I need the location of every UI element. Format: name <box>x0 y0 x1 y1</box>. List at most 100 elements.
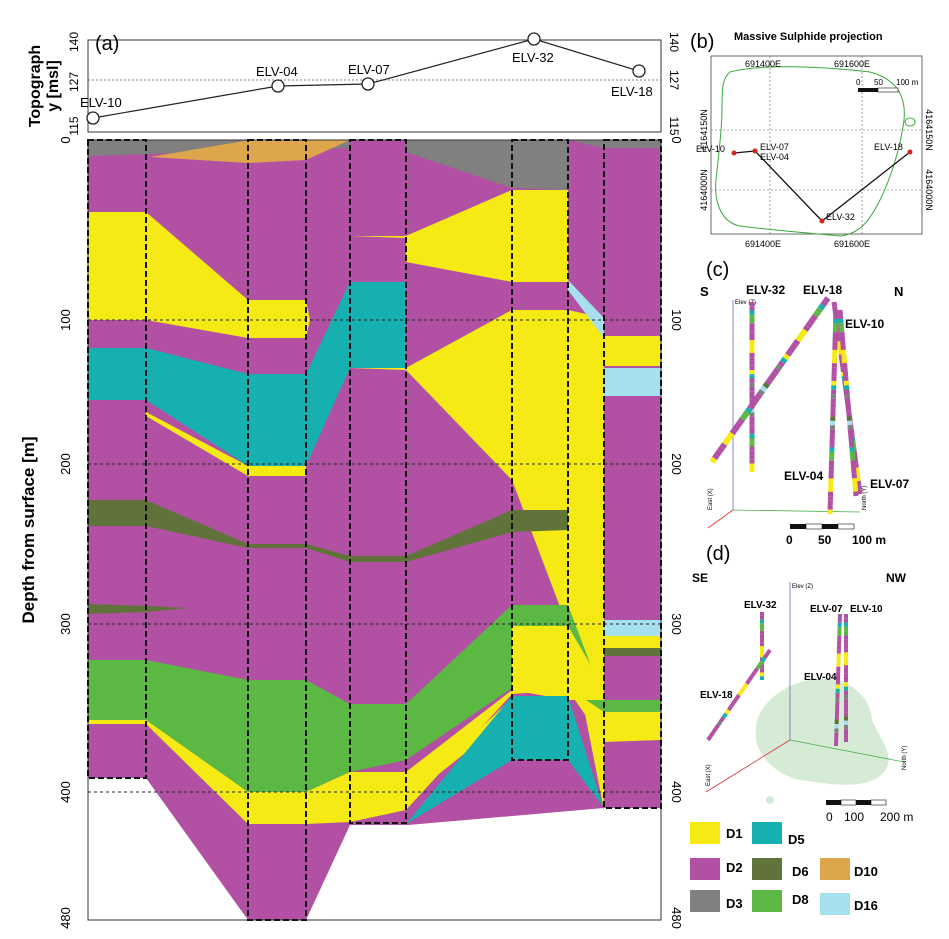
legend-swatch-d10 <box>820 858 850 880</box>
panel-c-scale-seg2 <box>805 523 823 530</box>
panel-c-well-elv-18-segment <box>810 314 818 322</box>
panel-c-3d-view: (c) S N Elev (Z) East (X) North (Y) ELV-… <box>700 259 909 547</box>
panel-c-well-elv-18-segment <box>790 342 798 350</box>
well-box-elv-32 <box>511 139 569 761</box>
panel-d-dir-nw: NW <box>886 571 907 585</box>
panel-d-x-axis <box>705 739 791 793</box>
panel-c-well-elv-18-segment <box>762 381 770 389</box>
legend-swatch-d16 <box>820 893 850 915</box>
unit-d1-upper-west <box>88 212 310 338</box>
panel-d-well-elv-18-segment <box>752 667 759 674</box>
panel-d-label-elv-04: ELV-04 <box>804 672 837 683</box>
panel-c-well-elv-18-segment <box>729 428 738 436</box>
panel-c-well-elv-10-segment <box>853 463 859 469</box>
panel-c-well-elv-18-segment <box>752 396 760 404</box>
panel-c-scale-0: 0 <box>786 533 793 547</box>
depth-tick-right-200: 200 <box>669 453 684 475</box>
orebody-outline <box>715 66 905 237</box>
topo-label-elv-07: ELV-07 <box>348 62 390 77</box>
unit-d3-east <box>406 140 661 190</box>
panel-c-well-elv-10-segment <box>836 336 842 342</box>
panel-d-label-east: East (X) <box>706 764 712 786</box>
panel-c-well-elv-18-segment <box>749 399 758 407</box>
map-scale-bar-light <box>877 87 899 93</box>
panel-d-well-elv-18-segment <box>755 663 762 670</box>
panel-c-dir-n: N <box>894 284 903 299</box>
depth-tick-left-100: 100 <box>58 309 73 331</box>
topo-label-elv-04: ELV-04 <box>256 64 298 79</box>
panel-d-well-elv-18-segment <box>742 682 749 689</box>
legend-swatch-d3 <box>690 890 720 912</box>
panel-d-label-elv-10: ELV-10 <box>850 604 883 615</box>
legend-label-d8: D8 <box>792 892 809 907</box>
unit-d6-main <box>88 500 568 562</box>
panel-c-well-elv-18-segment <box>775 364 783 372</box>
panel-c-well-elv-18-segment <box>800 328 808 336</box>
panel-c-well-elv-18-segment <box>815 306 823 314</box>
panel-d-well-elv-18-segment <box>760 656 767 663</box>
topo-tick-left-115: 115 <box>67 116 81 135</box>
panel-d-letter: (d) <box>706 543 730 565</box>
panel-d-label-elv-32: ELV-32 <box>744 600 777 611</box>
panel-d-well-elv-18-segment <box>727 705 733 712</box>
panel-c-label-east: East (X) <box>708 488 714 510</box>
panel-d-well-elv-18-segment <box>750 671 757 678</box>
topography-frame <box>87 39 662 133</box>
topo-point-elv-04 <box>271 79 285 93</box>
panel-d-well-elv-18-segment <box>708 731 715 738</box>
map-tick-691400e-top: 691400E <box>745 59 781 69</box>
map-tick-691600e-top: 691600E <box>834 59 870 69</box>
map-label-elv-07: ELV-07 <box>760 142 789 152</box>
panel-d-label-elv-07: ELV-07 <box>810 604 843 615</box>
legend: D1 D5 D2 D6 D10 D3 D8 D16 <box>690 822 878 915</box>
well-box-elv-04 <box>247 139 307 921</box>
panel-c-well-elv-18-segment <box>717 446 725 454</box>
legend-label-d3: D3 <box>726 896 743 911</box>
map-well-elv-32 <box>819 218 825 224</box>
topo-tick-left-140: 140 <box>67 32 81 52</box>
panel-c-label-north: North (Y) <box>862 486 868 510</box>
panel-d-well-elv-18-segment <box>719 716 726 723</box>
cross-section: 0 100 200 300 400 480 0 100 200 300 400 … <box>19 136 684 928</box>
map-label-elv-32: ELV-32 <box>826 212 855 222</box>
legend-label-d1: D1 <box>726 826 743 841</box>
depth-tick-left-0: 0 <box>58 136 73 143</box>
panel-c-well-elv-18-segment <box>709 456 717 464</box>
topo-point-elv-10 <box>86 111 100 125</box>
map-well-elv-10 <box>731 150 737 156</box>
panel-c-well-elv-10-segment <box>854 471 861 477</box>
panel-c-y-axis <box>732 509 861 513</box>
legend-swatch-d8 <box>752 890 782 912</box>
well-box-elv-18 <box>603 139 662 809</box>
panel-c-well-elv-18-segment <box>712 453 720 461</box>
panel-d-well-elv-18-segment <box>711 727 718 734</box>
panel-c-wells <box>709 296 863 515</box>
depth-tick-right-100: 100 <box>669 309 684 331</box>
panel-c-well-elv-18-segment <box>714 449 723 457</box>
map-scale-50: 50 <box>874 78 883 87</box>
unit-d1-elv32-lower <box>512 626 604 700</box>
unit-d1-lens-d5-base <box>146 412 306 476</box>
panel-c-well-elv-18-segment <box>765 378 773 386</box>
unit-d16-upper <box>604 368 661 396</box>
depth-axis-label: Depth from surface [m] <box>19 436 38 623</box>
panel-c-well-elv-18-segment <box>823 296 831 304</box>
panel-c-scale-seg3 <box>822 524 838 529</box>
panel-d-well-elv-18-segment <box>724 708 731 715</box>
panel-d-label-elv-18: ELV-18 <box>700 690 733 701</box>
panel-d-well-elv-18-segment <box>763 652 770 659</box>
panel-c-well-elv-18-segment <box>820 299 828 307</box>
panel-c-well-elv-18-segment <box>807 317 816 325</box>
map-scale-bar-dark <box>858 88 878 92</box>
map-tick-691400e-bottom: 691400E <box>745 239 781 249</box>
depth-tick-left-200: 200 <box>58 453 73 475</box>
panel-c-well-elv-10-segment <box>855 476 861 482</box>
depth-tick-right-400: 400 <box>669 781 684 803</box>
panel-c-scale-seg4 <box>837 523 855 530</box>
topo-point-elv-32 <box>527 32 541 46</box>
depth-tick-left-300: 300 <box>58 613 73 635</box>
well-box-elv-10 <box>87 139 147 779</box>
panel-c-well-elv-18-segment <box>780 356 788 364</box>
legend-swatch-d5 <box>752 822 782 844</box>
